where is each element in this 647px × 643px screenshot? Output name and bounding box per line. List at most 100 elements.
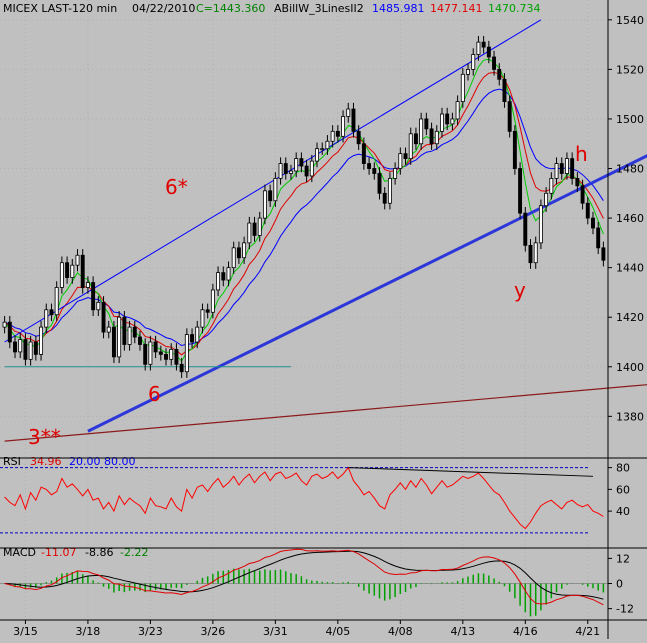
- indicator-label: ABillW_3LinesII2: [274, 2, 364, 15]
- indicator-value-3: 1470.734: [488, 2, 541, 15]
- candle-body: [528, 244, 533, 264]
- candle-body: [460, 73, 465, 103]
- candle-body: [351, 108, 356, 132]
- candle-body: [559, 163, 564, 174]
- candle-body: [330, 130, 335, 142]
- candle-body: [252, 222, 257, 236]
- candle-body: [226, 267, 231, 281]
- candle-body: [210, 289, 215, 313]
- trendline-3starstar: [4, 384, 647, 442]
- candle-body: [262, 190, 267, 219]
- candle-body: [242, 242, 247, 259]
- x-tick-label: 3/18: [76, 625, 101, 638]
- y-tick-label: 1380: [616, 410, 644, 423]
- candle-body: [13, 341, 17, 353]
- candle-body: [28, 341, 33, 360]
- candle-body: [408, 133, 413, 160]
- candle-body: [361, 143, 366, 164]
- candle-body: [497, 68, 502, 80]
- y-tick-label: -12: [616, 603, 634, 616]
- x-tick-label: 3/23: [138, 625, 163, 638]
- candle-body: [533, 242, 538, 264]
- candle-body: [2, 321, 7, 328]
- macd-value-3: -2.22: [120, 546, 148, 559]
- candle-body: [257, 217, 262, 236]
- candle-body: [278, 163, 283, 179]
- y-tick-label: 0: [616, 578, 623, 591]
- candle-body: [518, 168, 523, 214]
- y-tick-label: 40: [616, 505, 630, 518]
- x-tick-label: 4/21: [575, 625, 600, 638]
- candle-body: [273, 178, 278, 202]
- macd-value-1: -11.07: [41, 546, 76, 559]
- candle-body: [101, 301, 106, 333]
- rsi-line: [4, 466, 604, 530]
- rsi-name: RSI: [3, 455, 21, 468]
- y-tick-label: 1520: [616, 63, 644, 76]
- rsi-panel: [0, 466, 604, 534]
- candle-body: [481, 41, 486, 48]
- candle-body: [591, 217, 595, 229]
- candle-body: [403, 153, 408, 160]
- candle-body: [33, 341, 38, 355]
- candle-body: [309, 160, 314, 177]
- candle-body: [398, 153, 403, 169]
- candle-body: [65, 262, 70, 278]
- candle-body: [268, 190, 273, 202]
- candle-body: [49, 309, 54, 316]
- x-tick-label: 4/16: [513, 625, 538, 638]
- candle-body: [221, 272, 226, 281]
- x-tick-label: 3/26: [201, 625, 226, 638]
- candle-body: [601, 247, 606, 261]
- candle-body: [59, 262, 64, 288]
- candle-body: [455, 101, 460, 120]
- candle-body: [117, 316, 122, 358]
- candle-body: [564, 158, 569, 174]
- candle-body: [23, 339, 28, 360]
- candle-body: [346, 108, 351, 117]
- candle-body: [294, 158, 299, 172]
- x-tick-label: 4/08: [388, 625, 413, 638]
- macd-signal-line: [4, 550, 604, 600]
- candle-body: [195, 326, 200, 343]
- y-tick-label: 1460: [616, 212, 644, 225]
- candle-body: [18, 339, 23, 353]
- x-tick-label: 4/13: [450, 625, 475, 638]
- candle-body: [44, 309, 49, 328]
- candle-body: [544, 192, 549, 207]
- candle-body: [200, 309, 205, 328]
- candle-body: [575, 178, 580, 187]
- candle-body: [122, 316, 127, 345]
- candle-body: [507, 101, 512, 132]
- candle-body: [450, 118, 455, 125]
- annotation-6: 6: [148, 382, 161, 406]
- y-tick-label: 1540: [616, 14, 644, 27]
- candle-body: [75, 254, 80, 266]
- candle-body: [7, 321, 12, 343]
- macd-name: MACD: [3, 546, 36, 559]
- candle-body: [283, 163, 288, 174]
- y-tick-label: 60: [616, 483, 630, 496]
- candle-body: [486, 46, 491, 58]
- candle-body: [377, 173, 382, 194]
- candle-body: [356, 130, 361, 145]
- candle-body: [236, 247, 241, 259]
- annotation-y: y: [514, 278, 526, 302]
- candle-body: [549, 178, 554, 194]
- candle-body: [424, 118, 429, 130]
- candle-body: [111, 326, 116, 358]
- candle-body: [466, 68, 470, 75]
- candle-body: [106, 326, 111, 333]
- rsi-divergence-line: [348, 467, 594, 477]
- candle-body: [169, 349, 174, 360]
- candle-body: [413, 133, 418, 145]
- candle-body: [132, 326, 137, 338]
- candle-body: [570, 158, 575, 179]
- candle-body: [205, 309, 210, 313]
- indicator-value-2: 1477.141: [430, 2, 483, 15]
- candle-body: [372, 168, 377, 174]
- candle-body: [382, 192, 387, 204]
